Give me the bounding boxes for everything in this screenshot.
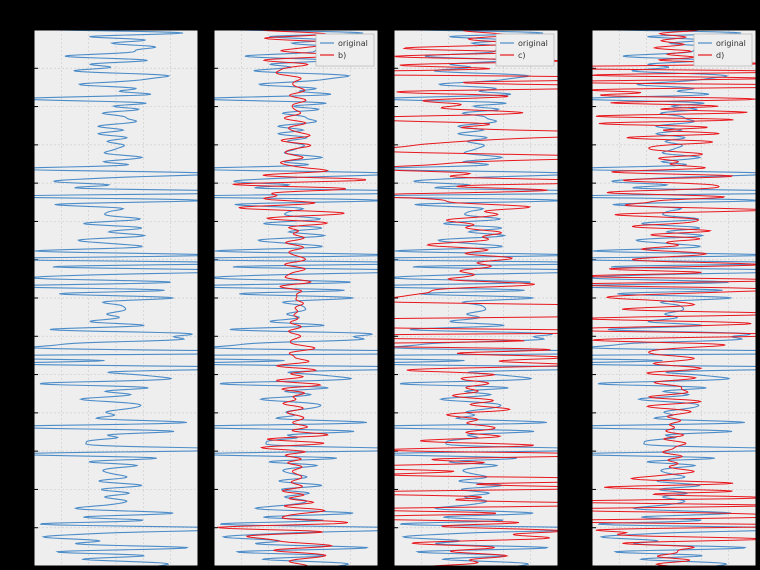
panel-3: original c) <box>393 29 559 567</box>
series-line-d <box>592 30 756 566</box>
panel-4-series <box>592 30 756 566</box>
series-line-b <box>216 30 366 566</box>
legend-label-original: original <box>338 39 368 48</box>
series-line-original <box>592 30 756 566</box>
legend-box <box>315 33 375 67</box>
legend-label-d: d) <box>716 51 724 60</box>
legend-label-b: b) <box>338 51 346 60</box>
panel-2-series <box>214 30 378 566</box>
panel-4-frame <box>591 29 757 567</box>
panel-2: original b) <box>213 29 379 567</box>
series-line-original <box>34 30 198 566</box>
series-line-original <box>214 30 378 566</box>
panel-2-frame <box>213 29 379 567</box>
panel-1-frame <box>33 29 199 567</box>
panel-3-series <box>394 30 558 566</box>
legend-label-c: c) <box>518 51 526 60</box>
panel-3-frame <box>393 29 559 567</box>
panel-1-series <box>34 30 198 566</box>
series-line-c <box>394 30 558 566</box>
legend-box <box>693 33 753 67</box>
panel-2-grid <box>214 30 378 566</box>
panels: original b) original c) original d) <box>33 29 757 567</box>
legend-box <box>495 33 555 67</box>
legend: original b) <box>315 33 375 67</box>
legend-label-original: original <box>518 39 548 48</box>
legend-label-original: original <box>716 39 746 48</box>
legend: original d) <box>693 33 753 67</box>
panel-1 <box>33 29 199 567</box>
legend: original c) <box>495 33 555 67</box>
panel-4: original d) <box>591 29 757 567</box>
